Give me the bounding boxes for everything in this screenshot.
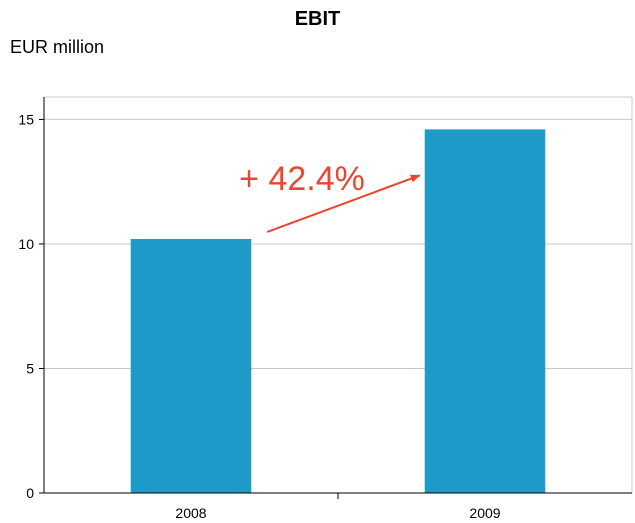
y-tick-label: 10 bbox=[18, 236, 34, 252]
x-tick-label: 2009 bbox=[469, 505, 500, 521]
y-tick-label: 5 bbox=[26, 360, 34, 376]
growth-arrow bbox=[266, 174, 421, 233]
y-tick-label: 0 bbox=[26, 485, 34, 501]
chart-title: EBIT bbox=[294, 8, 341, 30]
bar-2008 bbox=[130, 238, 252, 493]
chart-unit-label: EUR million bbox=[10, 37, 105, 57]
growth-label: + 42.4% bbox=[239, 160, 365, 198]
x-tick-label: 2008 bbox=[175, 505, 206, 521]
bar-2009 bbox=[424, 129, 546, 493]
y-tick-label: 15 bbox=[18, 111, 34, 127]
